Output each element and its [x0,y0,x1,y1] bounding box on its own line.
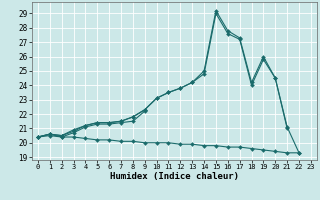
X-axis label: Humidex (Indice chaleur): Humidex (Indice chaleur) [110,172,239,181]
